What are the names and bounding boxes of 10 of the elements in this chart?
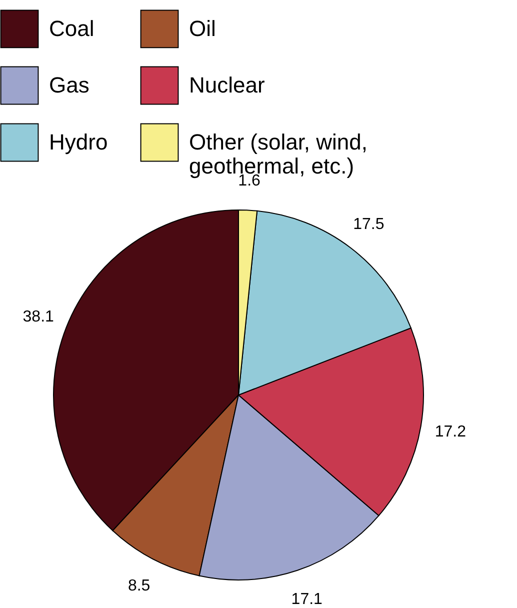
data-label: 17.1: [291, 590, 323, 608]
data-label: 17.5: [353, 216, 384, 233]
data-label: 8.5: [128, 578, 150, 595]
legend-label: Hydro: [49, 130, 108, 154]
legend-label: Gas: [49, 72, 90, 98]
data-label: 17.2: [434, 423, 466, 440]
legend-label: Coal: [49, 16, 94, 41]
legend-label: Nuclear: [189, 72, 265, 98]
legend-label: Oil: [189, 16, 216, 41]
data-label: 38.1: [22, 308, 54, 326]
